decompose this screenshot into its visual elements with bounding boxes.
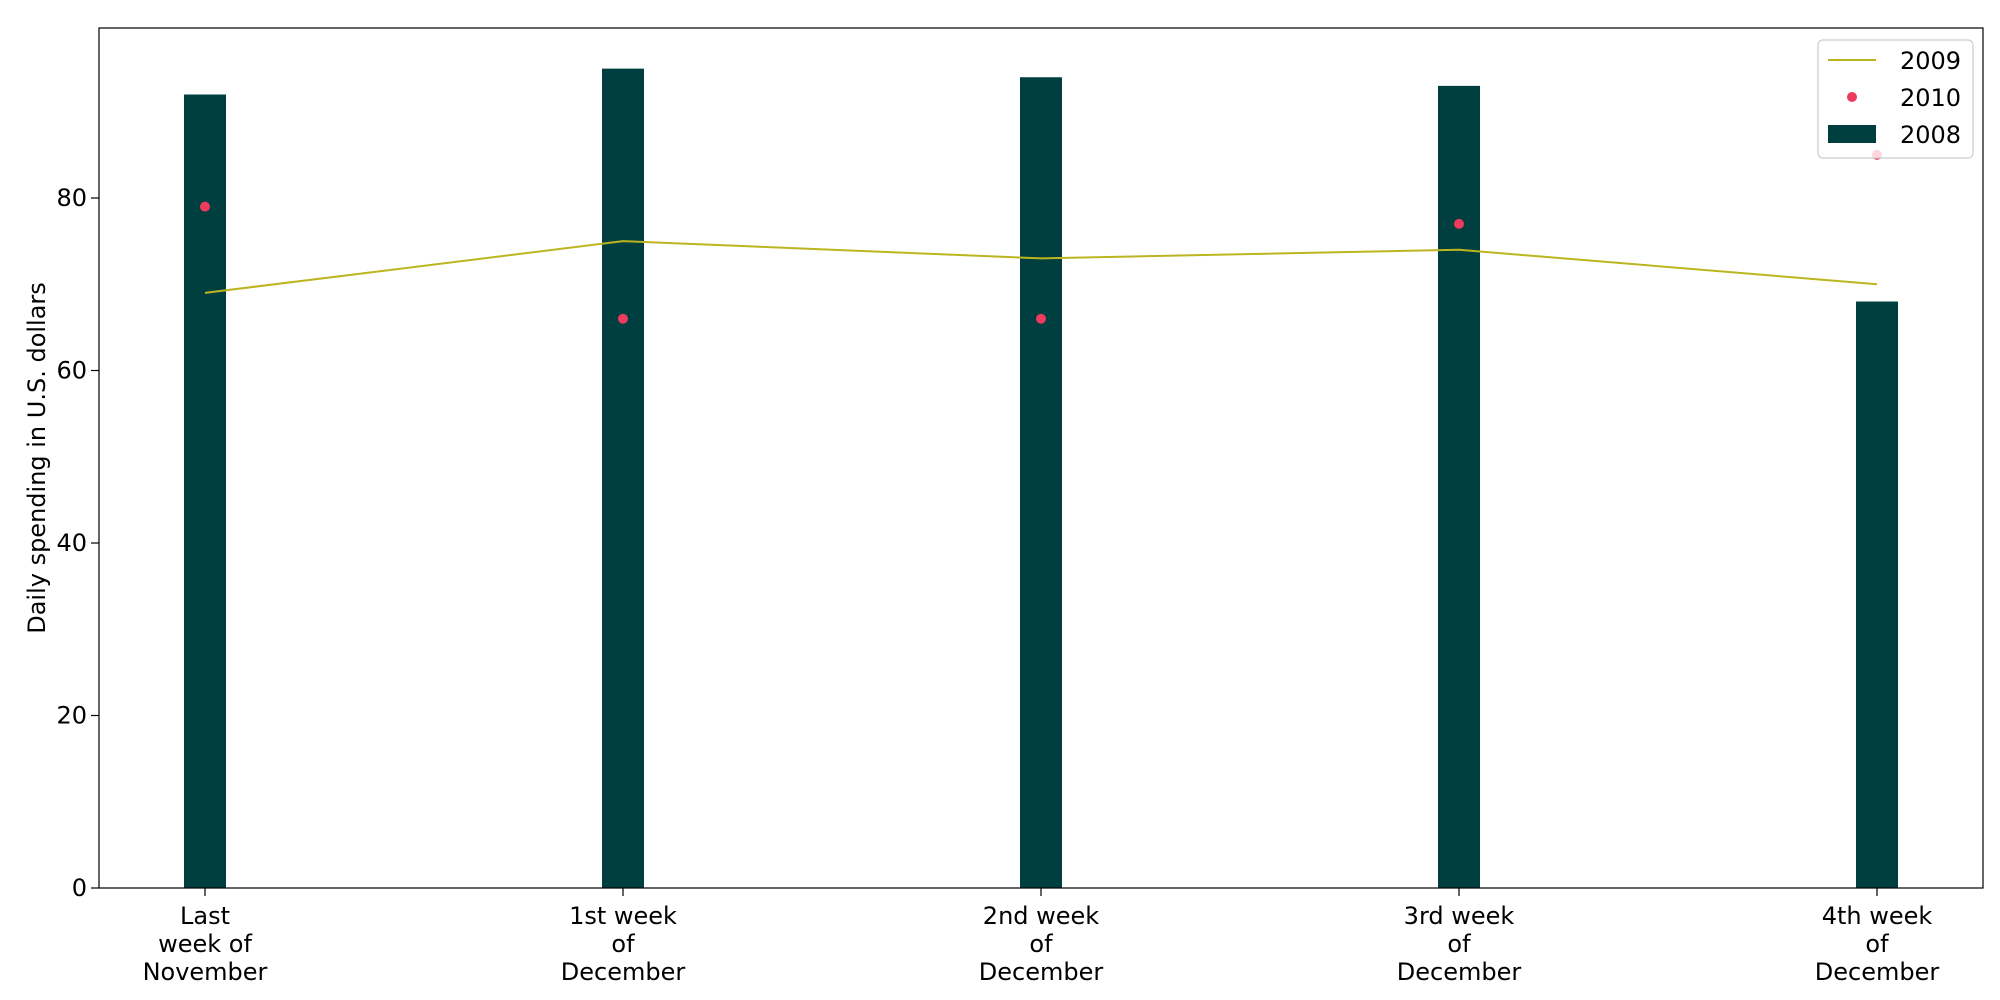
line-series-2009 — [204, 240, 1878, 294]
x-tick-label: of — [1865, 930, 1889, 958]
x-tick-label: December — [1815, 958, 1940, 986]
y-tick-label: 40 — [56, 529, 87, 557]
bar-2008-3 — [1438, 85, 1480, 888]
x-tick-label: of — [1029, 930, 1053, 958]
x-tick-label: Last — [180, 902, 230, 930]
bar-2008-1 — [602, 68, 644, 888]
point-2010-1 — [618, 313, 628, 324]
point-2010-0 — [200, 201, 210, 212]
x-tick-label: of — [611, 930, 635, 958]
x-tick-label: 4th week — [1822, 902, 1933, 930]
legend: 2009 2010 2008 — [1817, 39, 1974, 159]
legend-label: 2008 — [1900, 121, 1961, 149]
bar-2008-4 — [1856, 301, 1898, 888]
x-tick-label: 1st week — [569, 902, 677, 930]
x-tick-label: December — [979, 958, 1104, 986]
legend-swatch-bar — [1828, 125, 1876, 143]
x-tick-label: December — [1397, 958, 1522, 986]
y-axis-title: Daily spending in U.S. dollars — [23, 282, 51, 634]
plot-area — [184, 68, 1898, 888]
legend-label: 2010 — [1900, 84, 1961, 112]
legend-label: 2009 — [1900, 47, 1961, 75]
bar-2008-2 — [1020, 77, 1062, 888]
y-tick-label: 60 — [56, 357, 87, 385]
point-2010-3 — [1454, 218, 1464, 229]
legend-swatch-point — [1847, 92, 1857, 102]
x-tick-label: 3rd week — [1404, 902, 1515, 930]
point-2010-2 — [1036, 313, 1046, 324]
x-tick-label: of — [1447, 930, 1471, 958]
y-tick-label: 20 — [56, 702, 87, 730]
x-tick-label: November — [143, 958, 268, 986]
x-tick-label: 2nd week — [983, 902, 1100, 930]
y-tick-label: 0 — [72, 874, 87, 902]
x-tick-label: week of — [158, 930, 252, 958]
x-tick-label: December — [561, 958, 686, 986]
bar-2008-0 — [184, 94, 226, 888]
y-tick-label: 80 — [56, 184, 87, 212]
